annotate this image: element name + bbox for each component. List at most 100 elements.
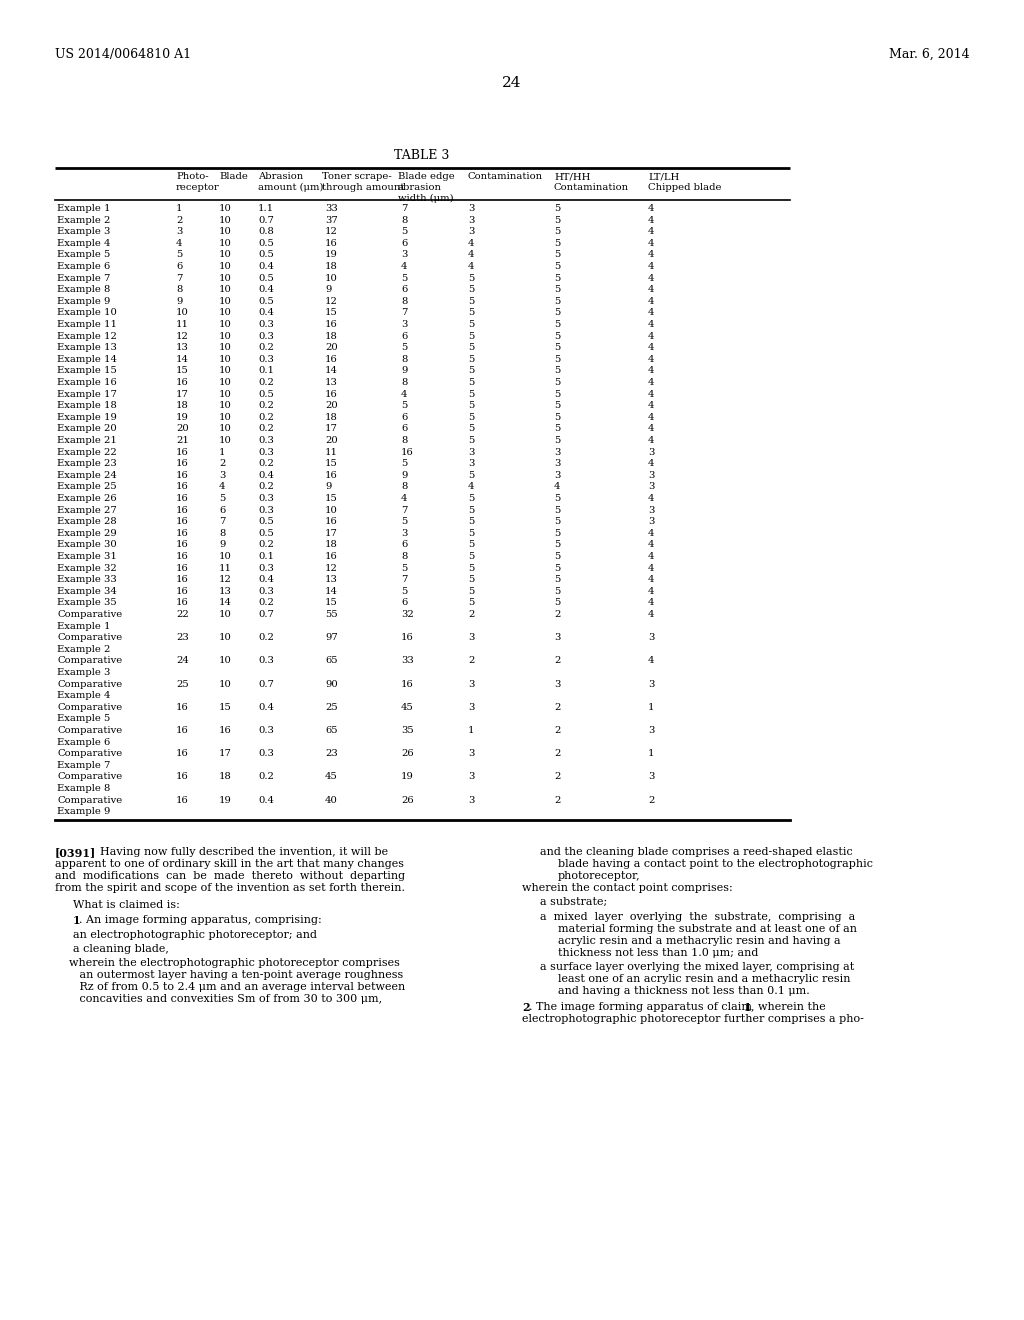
Text: 5: 5 <box>468 494 474 503</box>
Text: 3: 3 <box>648 482 654 491</box>
Text: 8: 8 <box>401 297 408 306</box>
Text: 5: 5 <box>554 355 560 364</box>
Text: [0391]: [0391] <box>55 847 96 858</box>
Text: 5: 5 <box>468 425 474 433</box>
Text: Example 10: Example 10 <box>57 309 117 317</box>
Text: Example 3: Example 3 <box>57 227 111 236</box>
Text: 4: 4 <box>648 401 654 411</box>
Text: 0.2: 0.2 <box>258 772 273 781</box>
Text: 3: 3 <box>648 447 654 457</box>
Text: Comparative: Comparative <box>57 680 122 689</box>
Text: 24: 24 <box>502 77 522 90</box>
Text: 16: 16 <box>176 726 188 735</box>
Text: 16: 16 <box>176 378 188 387</box>
Text: 5: 5 <box>468 367 474 375</box>
Text: and the cleaning blade comprises a reed-shaped elastic: and the cleaning blade comprises a reed-… <box>540 847 853 857</box>
Text: 16: 16 <box>325 517 338 527</box>
Text: Example 24: Example 24 <box>57 471 117 479</box>
Text: Example 3: Example 3 <box>57 668 111 677</box>
Text: from the spirit and scope of the invention as set forth therein.: from the spirit and scope of the inventi… <box>55 883 406 892</box>
Text: 12: 12 <box>325 227 338 236</box>
Text: 10: 10 <box>219 331 231 341</box>
Text: thickness not less than 1.0 μm; and: thickness not less than 1.0 μm; and <box>558 948 759 957</box>
Text: 10: 10 <box>325 273 338 282</box>
Text: 1: 1 <box>648 702 654 711</box>
Text: Comparative: Comparative <box>57 726 122 735</box>
Text: 3: 3 <box>219 471 225 479</box>
Text: 4: 4 <box>219 482 225 491</box>
Text: 8: 8 <box>401 482 408 491</box>
Text: 2: 2 <box>176 215 182 224</box>
Text: What is claimed is:: What is claimed is: <box>73 900 180 909</box>
Text: 16: 16 <box>176 517 188 527</box>
Text: 15: 15 <box>219 702 231 711</box>
Text: 5: 5 <box>468 319 474 329</box>
Text: 13: 13 <box>325 576 338 585</box>
Text: 5: 5 <box>401 401 408 411</box>
Text: 6: 6 <box>401 425 408 433</box>
Text: Comparative: Comparative <box>57 702 122 711</box>
Text: 1: 1 <box>744 1002 752 1012</box>
Text: 4: 4 <box>648 319 654 329</box>
Text: 4: 4 <box>648 564 654 573</box>
Text: Example 28: Example 28 <box>57 517 117 527</box>
Text: 8: 8 <box>219 529 225 537</box>
Text: 0.3: 0.3 <box>258 436 273 445</box>
Text: 3: 3 <box>468 680 474 689</box>
Text: 4: 4 <box>648 309 654 317</box>
Text: 6: 6 <box>219 506 225 515</box>
Text: Example 31: Example 31 <box>57 552 117 561</box>
Text: 12: 12 <box>176 331 188 341</box>
Text: Example 5: Example 5 <box>57 251 111 260</box>
Text: 55: 55 <box>325 610 338 619</box>
Text: 4: 4 <box>648 251 654 260</box>
Text: 0.4: 0.4 <box>258 702 274 711</box>
Text: 8: 8 <box>401 215 408 224</box>
Text: 16: 16 <box>401 634 414 643</box>
Text: 0.3: 0.3 <box>258 319 273 329</box>
Text: 10: 10 <box>219 205 231 213</box>
Text: 5: 5 <box>554 367 560 375</box>
Text: Example 1: Example 1 <box>57 205 111 213</box>
Text: 4: 4 <box>468 261 474 271</box>
Text: 0.4: 0.4 <box>258 309 274 317</box>
Text: 45: 45 <box>401 702 414 711</box>
Text: Comparative: Comparative <box>57 656 122 665</box>
Text: 16: 16 <box>325 552 338 561</box>
Text: 9: 9 <box>401 367 408 375</box>
Text: 9: 9 <box>176 297 182 306</box>
Text: 5: 5 <box>468 413 474 422</box>
Text: 5: 5 <box>554 401 560 411</box>
Text: 3: 3 <box>648 471 654 479</box>
Text: 5: 5 <box>468 598 474 607</box>
Text: 19: 19 <box>401 772 414 781</box>
Text: 8: 8 <box>401 436 408 445</box>
Text: 37: 37 <box>325 215 338 224</box>
Text: 10: 10 <box>219 239 231 248</box>
Text: Example 8: Example 8 <box>57 285 111 294</box>
Text: 5: 5 <box>468 436 474 445</box>
Text: 10: 10 <box>219 634 231 643</box>
Text: 3: 3 <box>468 215 474 224</box>
Text: Example 14: Example 14 <box>57 355 117 364</box>
Text: 1: 1 <box>176 205 182 213</box>
Text: 10: 10 <box>219 285 231 294</box>
Text: 2: 2 <box>554 702 560 711</box>
Text: 0.2: 0.2 <box>258 459 273 469</box>
Text: apparent to one of ordinary skill in the art that many changes: apparent to one of ordinary skill in the… <box>55 859 404 869</box>
Text: 5: 5 <box>468 506 474 515</box>
Text: Example 8: Example 8 <box>57 784 111 793</box>
Text: 10: 10 <box>219 413 231 422</box>
Text: Example 29: Example 29 <box>57 529 117 537</box>
Text: concavities and convexities Sm of from 30 to 300 μm,: concavities and convexities Sm of from 3… <box>55 994 382 1005</box>
Text: blade having a contact point to the electrophotographic: blade having a contact point to the elec… <box>558 859 873 869</box>
Text: 4: 4 <box>468 251 474 260</box>
Text: 20: 20 <box>176 425 188 433</box>
Text: 4: 4 <box>648 552 654 561</box>
Text: 7: 7 <box>401 309 408 317</box>
Text: Example 2: Example 2 <box>57 644 111 653</box>
Text: 1: 1 <box>468 726 474 735</box>
Text: 18: 18 <box>219 772 231 781</box>
Text: 2: 2 <box>554 610 560 619</box>
Text: 0.8: 0.8 <box>258 227 273 236</box>
